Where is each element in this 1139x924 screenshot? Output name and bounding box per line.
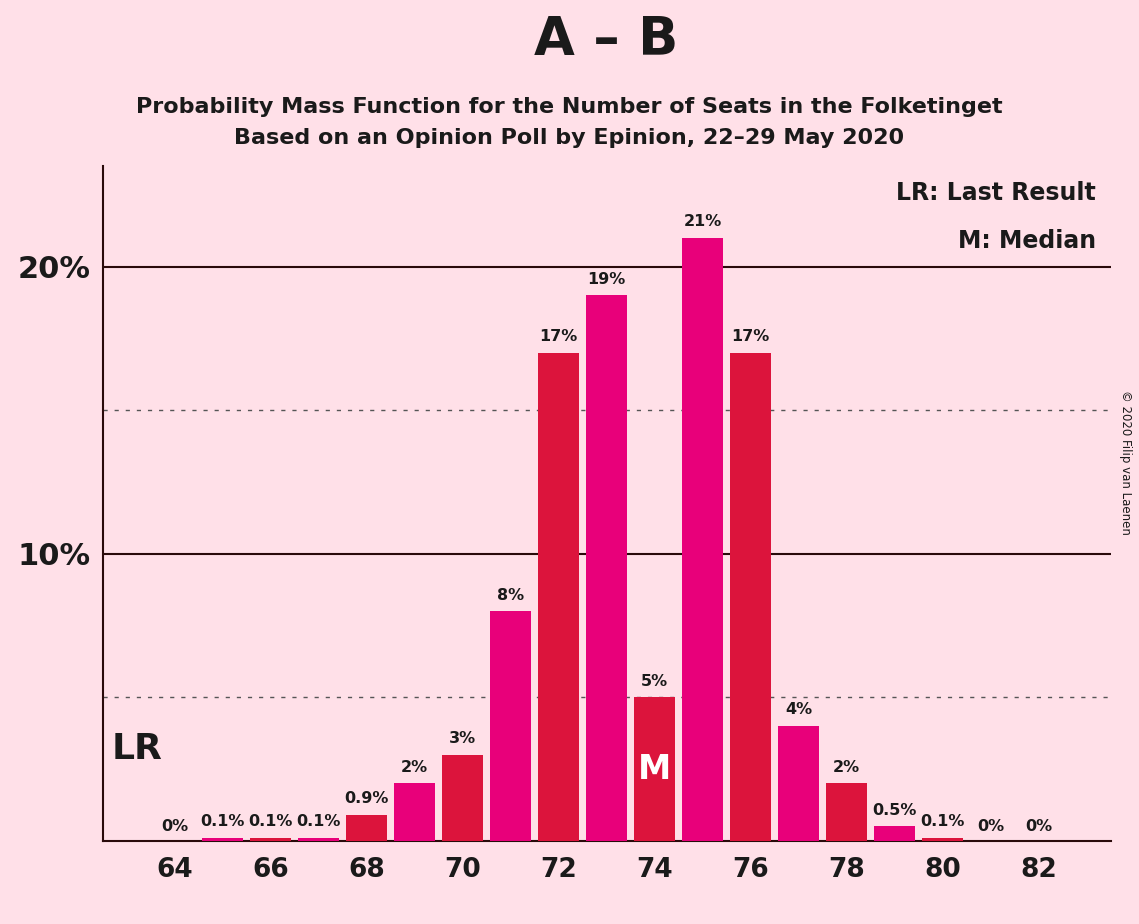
Text: 5%: 5% [641, 674, 669, 688]
Bar [634, 698, 675, 841]
Text: 21%: 21% [683, 214, 722, 229]
Text: 3%: 3% [449, 731, 476, 746]
Title: A – B: A – B [534, 14, 679, 67]
Text: 0.1%: 0.1% [248, 814, 293, 830]
Text: © 2020 Filip van Laenen: © 2020 Filip van Laenen [1118, 390, 1132, 534]
Text: 4%: 4% [785, 702, 812, 717]
Bar [730, 353, 771, 841]
Text: 0.5%: 0.5% [872, 803, 917, 818]
Text: 0.1%: 0.1% [296, 814, 341, 830]
Text: 19%: 19% [588, 272, 625, 286]
Bar [394, 784, 435, 841]
Bar [826, 784, 867, 841]
Bar [346, 815, 387, 841]
Text: 0.1%: 0.1% [920, 814, 965, 830]
Text: 2%: 2% [833, 760, 860, 775]
Bar [778, 726, 819, 841]
Text: 0%: 0% [1025, 819, 1052, 833]
Bar [682, 238, 723, 841]
Text: 17%: 17% [540, 329, 577, 345]
Text: M: M [638, 752, 671, 785]
Text: 0.9%: 0.9% [344, 791, 388, 807]
Text: Probability Mass Function for the Number of Seats in the Folketinget: Probability Mass Function for the Number… [137, 97, 1002, 117]
Text: 0.1%: 0.1% [200, 814, 245, 830]
Bar [490, 611, 531, 841]
Text: 17%: 17% [731, 329, 770, 345]
Text: 2%: 2% [401, 760, 428, 775]
Bar [298, 838, 339, 841]
Bar [538, 353, 579, 841]
Text: M: Median: M: Median [958, 229, 1096, 253]
Text: LR: Last Result: LR: Last Result [896, 181, 1096, 205]
Bar [923, 838, 962, 841]
Text: Based on an Opinion Poll by Epinion, 22–29 May 2020: Based on an Opinion Poll by Epinion, 22–… [235, 128, 904, 148]
Text: LR: LR [112, 732, 163, 766]
Bar [202, 838, 243, 841]
Bar [251, 838, 290, 841]
Bar [587, 296, 626, 841]
Text: 0%: 0% [977, 819, 1005, 833]
Text: 8%: 8% [497, 588, 524, 602]
Bar [442, 755, 483, 841]
Text: 0%: 0% [161, 819, 188, 833]
Bar [874, 826, 915, 841]
